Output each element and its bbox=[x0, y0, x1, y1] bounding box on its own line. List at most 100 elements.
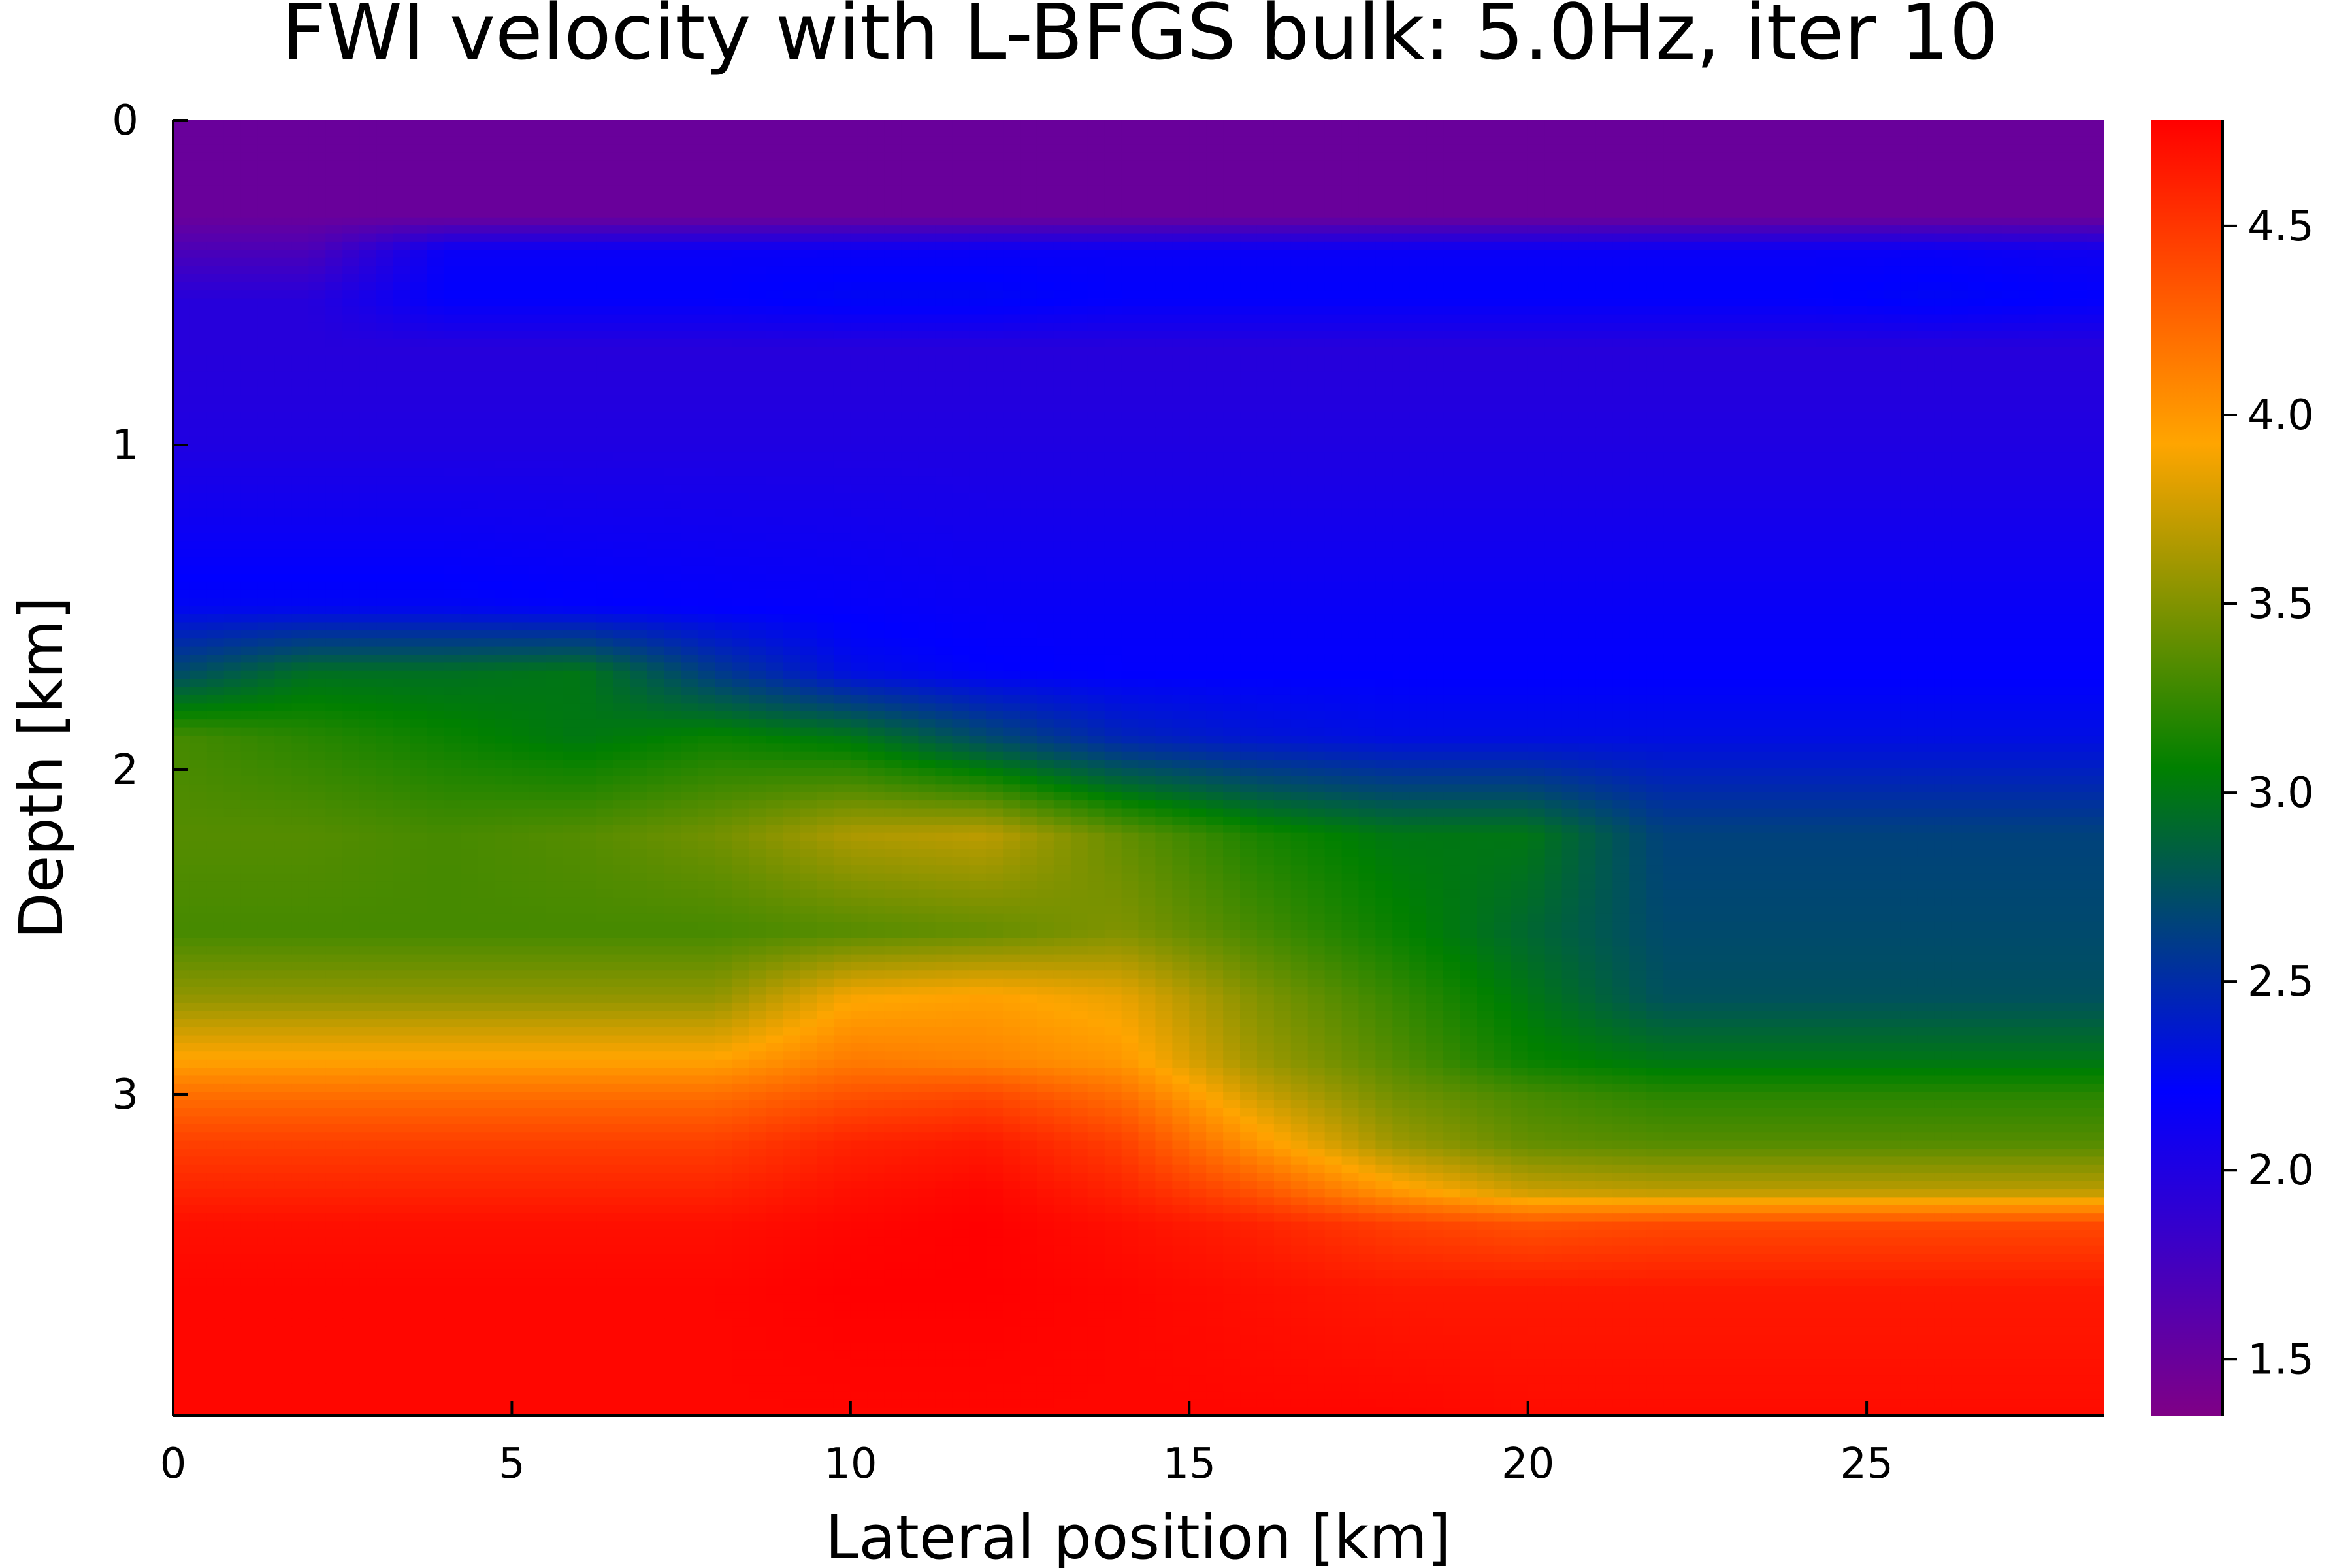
heatmap-cell bbox=[1172, 347, 1190, 356]
heatmap-cell bbox=[342, 209, 360, 218]
heatmap-cell bbox=[2070, 331, 2087, 340]
heatmap-cell bbox=[1087, 257, 1105, 267]
heatmap-cell bbox=[1646, 217, 1664, 226]
heatmap-cell bbox=[1189, 209, 1207, 218]
heatmap-cell bbox=[1968, 379, 1986, 388]
heatmap-cell bbox=[1409, 314, 1427, 323]
heatmap-cell bbox=[2070, 452, 2087, 461]
heatmap-cell bbox=[1460, 152, 1478, 161]
heatmap-cell bbox=[833, 363, 851, 372]
heatmap-cell bbox=[1833, 282, 1850, 291]
heatmap-cell bbox=[1426, 419, 1444, 429]
heatmap-cell bbox=[393, 136, 411, 145]
heatmap-cell bbox=[1884, 225, 1901, 235]
heatmap-cell bbox=[461, 152, 479, 161]
heatmap-cell bbox=[732, 322, 750, 332]
heatmap-cell bbox=[546, 274, 563, 283]
heatmap-cell bbox=[630, 225, 648, 235]
heatmap-cell bbox=[291, 347, 310, 356]
heatmap-cell bbox=[800, 387, 817, 397]
heatmap-cell bbox=[1595, 460, 1614, 469]
heatmap-cell bbox=[664, 128, 682, 137]
heatmap-cell bbox=[850, 419, 868, 429]
heatmap-cell bbox=[884, 160, 902, 170]
heatmap-cell bbox=[867, 379, 885, 388]
heatmap-cell bbox=[529, 419, 547, 429]
heatmap-cell bbox=[1070, 444, 1088, 453]
heatmap-cell bbox=[1290, 468, 1309, 478]
heatmap-cell bbox=[1155, 225, 1173, 235]
heatmap-cell bbox=[495, 403, 513, 412]
heatmap-cell bbox=[1544, 128, 1563, 137]
heatmap-cell bbox=[1561, 209, 1580, 218]
heatmap-cell bbox=[1189, 144, 1207, 154]
heatmap-cell bbox=[274, 152, 293, 161]
heatmap-cell bbox=[935, 331, 953, 340]
heatmap-cell bbox=[1223, 468, 1241, 478]
heatmap-cell bbox=[1985, 193, 2003, 202]
heatmap-cell bbox=[681, 452, 699, 461]
heatmap-cell bbox=[308, 395, 327, 404]
heatmap-cell bbox=[1290, 371, 1309, 380]
heatmap-cell bbox=[546, 176, 563, 186]
heatmap-cell bbox=[2036, 387, 2054, 397]
heatmap-cell bbox=[1392, 379, 1411, 388]
heatmap-cell bbox=[1816, 193, 1834, 202]
heatmap-cell bbox=[2019, 427, 2037, 437]
heatmap-cell bbox=[1155, 250, 1173, 259]
heatmap-cell bbox=[715, 298, 733, 307]
heatmap-cell bbox=[986, 201, 1004, 210]
heatmap-cell bbox=[1070, 306, 1088, 316]
heatmap-cell bbox=[1544, 306, 1563, 316]
heatmap-cell bbox=[596, 452, 614, 461]
heatmap-cell bbox=[410, 452, 428, 461]
heatmap-cell bbox=[1731, 152, 1749, 161]
heatmap-cell bbox=[1443, 193, 1461, 202]
heatmap-cell bbox=[1917, 338, 1935, 348]
heatmap-cell bbox=[2087, 282, 2104, 291]
heatmap-cell bbox=[308, 306, 327, 316]
heatmap-cell bbox=[512, 120, 530, 129]
heatmap-cell bbox=[935, 322, 953, 332]
heatmap-cell bbox=[817, 241, 834, 251]
heatmap-cell bbox=[291, 452, 310, 461]
heatmap-cell bbox=[596, 136, 614, 145]
heatmap-cell bbox=[1561, 176, 1580, 186]
heatmap-cell bbox=[580, 331, 597, 340]
heatmap-cell bbox=[952, 209, 970, 218]
heatmap-cell bbox=[1409, 274, 1427, 283]
heatmap-cell bbox=[1884, 419, 1901, 429]
heatmap-cell bbox=[1527, 412, 1546, 421]
heatmap-cell bbox=[1443, 452, 1461, 461]
heatmap-cell bbox=[596, 436, 614, 445]
heatmap-cell bbox=[342, 266, 360, 275]
heatmap-cell bbox=[1426, 176, 1444, 186]
heatmap-cell bbox=[495, 176, 513, 186]
heatmap-cell bbox=[647, 282, 665, 291]
heatmap-cell bbox=[1324, 128, 1343, 137]
heatmap-cell bbox=[698, 460, 716, 469]
heatmap-cell bbox=[2019, 250, 2037, 259]
heatmap-cell bbox=[1816, 152, 1834, 161]
heatmap-cell bbox=[1053, 176, 1071, 186]
heatmap-cell bbox=[444, 419, 462, 429]
heatmap-cell bbox=[1782, 282, 1800, 291]
heatmap-cell bbox=[1561, 274, 1580, 283]
heatmap-cell bbox=[935, 347, 953, 356]
heatmap-cell bbox=[647, 185, 665, 194]
heatmap-cell bbox=[698, 306, 716, 316]
heatmap-cell bbox=[257, 176, 276, 186]
heatmap-cell bbox=[1070, 176, 1088, 186]
heatmap-cell bbox=[647, 152, 665, 161]
heatmap-cell bbox=[2019, 282, 2037, 291]
heatmap-cell bbox=[1629, 241, 1647, 251]
heatmap-cell bbox=[2002, 225, 2020, 235]
heatmap-cell bbox=[1799, 331, 1817, 340]
heatmap-cell bbox=[1375, 355, 1394, 364]
heatmap-cell bbox=[647, 298, 665, 307]
heatmap-cell bbox=[935, 201, 953, 210]
heatmap-cell bbox=[427, 306, 445, 316]
heatmap-cell bbox=[478, 136, 496, 145]
heatmap-cell bbox=[732, 298, 750, 307]
heatmap-cell bbox=[969, 412, 987, 421]
